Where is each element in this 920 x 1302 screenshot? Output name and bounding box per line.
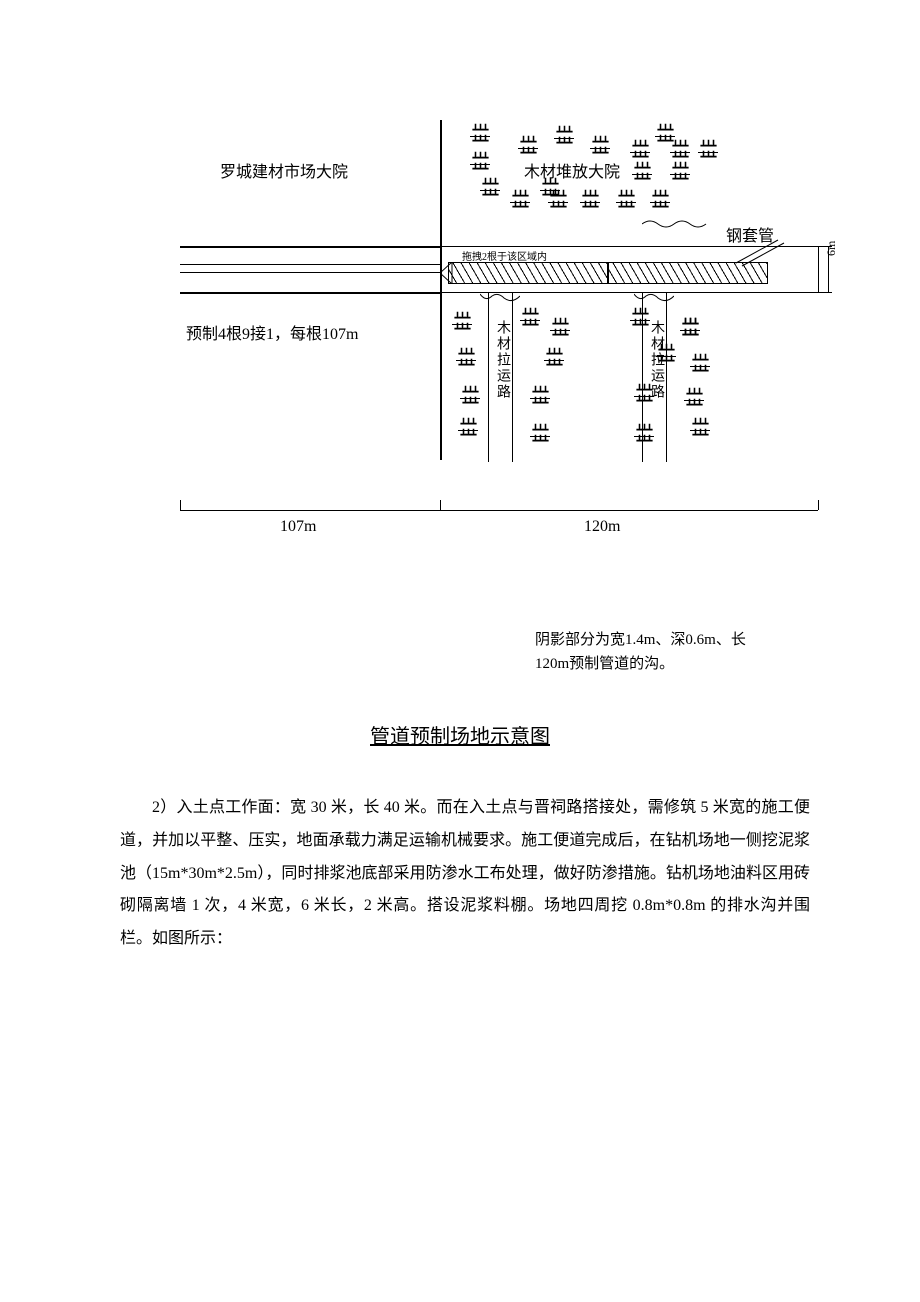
dim-120-line: [440, 510, 818, 511]
road1-label: 木材拉运路: [492, 320, 512, 400]
vertical-separator: [440, 120, 442, 460]
h-line-4: [180, 292, 440, 294]
dim-107-label: 107m: [280, 518, 316, 536]
v-line-right: [818, 246, 819, 292]
label-market-yard: 罗城建材市场大院: [220, 158, 348, 182]
dim-120-label: 120m: [584, 518, 620, 536]
dim-107-line: [180, 510, 440, 511]
dim-6m-label: 6m: [824, 241, 839, 256]
dim-120-tick-l: [440, 500, 441, 510]
h-line-1: [180, 246, 440, 248]
body-text-content: 2）入土点工作面：宽 30 米，长 40 米。而在入土点与晋祠路搭接处，需修筑 …: [120, 792, 810, 956]
h-line-3: [180, 272, 440, 273]
dim-120-tick-r: [818, 500, 819, 510]
dim-107-tick-l: [180, 500, 181, 510]
road1-top-wavy: [480, 292, 520, 304]
road2-right: [666, 292, 667, 462]
label-drag-note: 拖拽2根于该区域内: [462, 248, 547, 263]
body-paragraph: 2）入土点工作面：宽 30 米，长 40 米。而在入土点与晋祠路搭接处，需修筑 …: [120, 792, 810, 956]
road2-top-wavy: [634, 292, 674, 304]
h-line-2: [180, 264, 440, 265]
pipe-prefab-diagram: 罗城建材市场大院 木材堆放大院 钢套管 预制4根9接1，每根107m 拖拽2根于…: [180, 120, 830, 550]
road1-right: [512, 292, 513, 462]
label-timber-yard: 木材堆放大院: [524, 158, 620, 182]
road1-left: [488, 292, 489, 462]
diagram-title: 管道预制场地示意图: [300, 720, 620, 749]
dim-6m-bot: [818, 292, 832, 293]
label-prefab-note: 预制4根9接1，每根107m: [186, 320, 358, 344]
arrow-icon: [440, 262, 454, 284]
hatch-trench-1: [448, 262, 608, 284]
wavy-top: [642, 218, 712, 230]
leadline-steel: [736, 238, 786, 268]
diagram-note: 阴影部分为宽1.4m、深0.6m、长120m预制管道的沟。: [535, 628, 755, 676]
